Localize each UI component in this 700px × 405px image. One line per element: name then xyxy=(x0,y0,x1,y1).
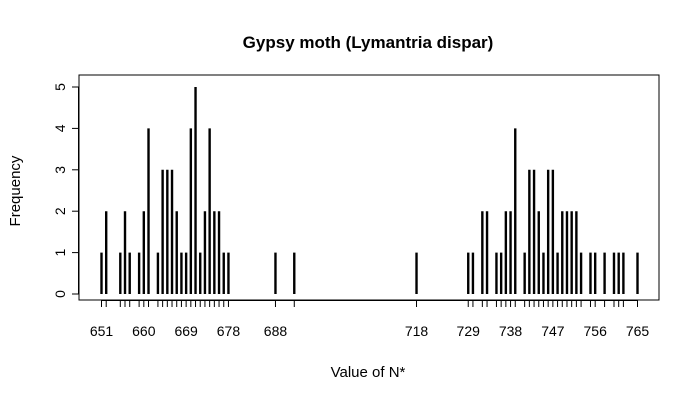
x-tick-label: 669 xyxy=(174,323,198,339)
x-tick-label: 688 xyxy=(264,323,288,339)
x-axis: 651 660 669 678 688 718 729 738 747 756 765 xyxy=(90,300,650,339)
y-tick-label: 4 xyxy=(52,124,68,132)
y-axis: 0 1 2 3 4 5 xyxy=(52,83,79,298)
y-tick-label: 2 xyxy=(52,207,68,215)
x-axis-label: Value of N* xyxy=(331,364,406,381)
y-axis-label: Frequency xyxy=(7,155,24,226)
x-tick-label: 729 xyxy=(457,323,481,339)
y-tick-label: 5 xyxy=(52,83,68,91)
x-tick-label: 756 xyxy=(584,323,608,339)
y-tick-label: 0 xyxy=(52,290,68,298)
chart-title: Gypsy moth (Lymantria dispar) xyxy=(243,33,494,52)
x-tick-label: 747 xyxy=(541,323,565,339)
x-tick-label: 660 xyxy=(132,323,156,339)
x-tick-label: 678 xyxy=(217,323,241,339)
x-tick-label: 765 xyxy=(626,323,650,339)
x-tick-label: 651 xyxy=(90,323,114,339)
y-tick-label: 3 xyxy=(52,166,68,174)
x-tick-label: 718 xyxy=(405,323,429,339)
y-tick-label: 1 xyxy=(52,248,68,256)
x-tick-label: 738 xyxy=(499,323,523,339)
bars xyxy=(100,87,639,294)
